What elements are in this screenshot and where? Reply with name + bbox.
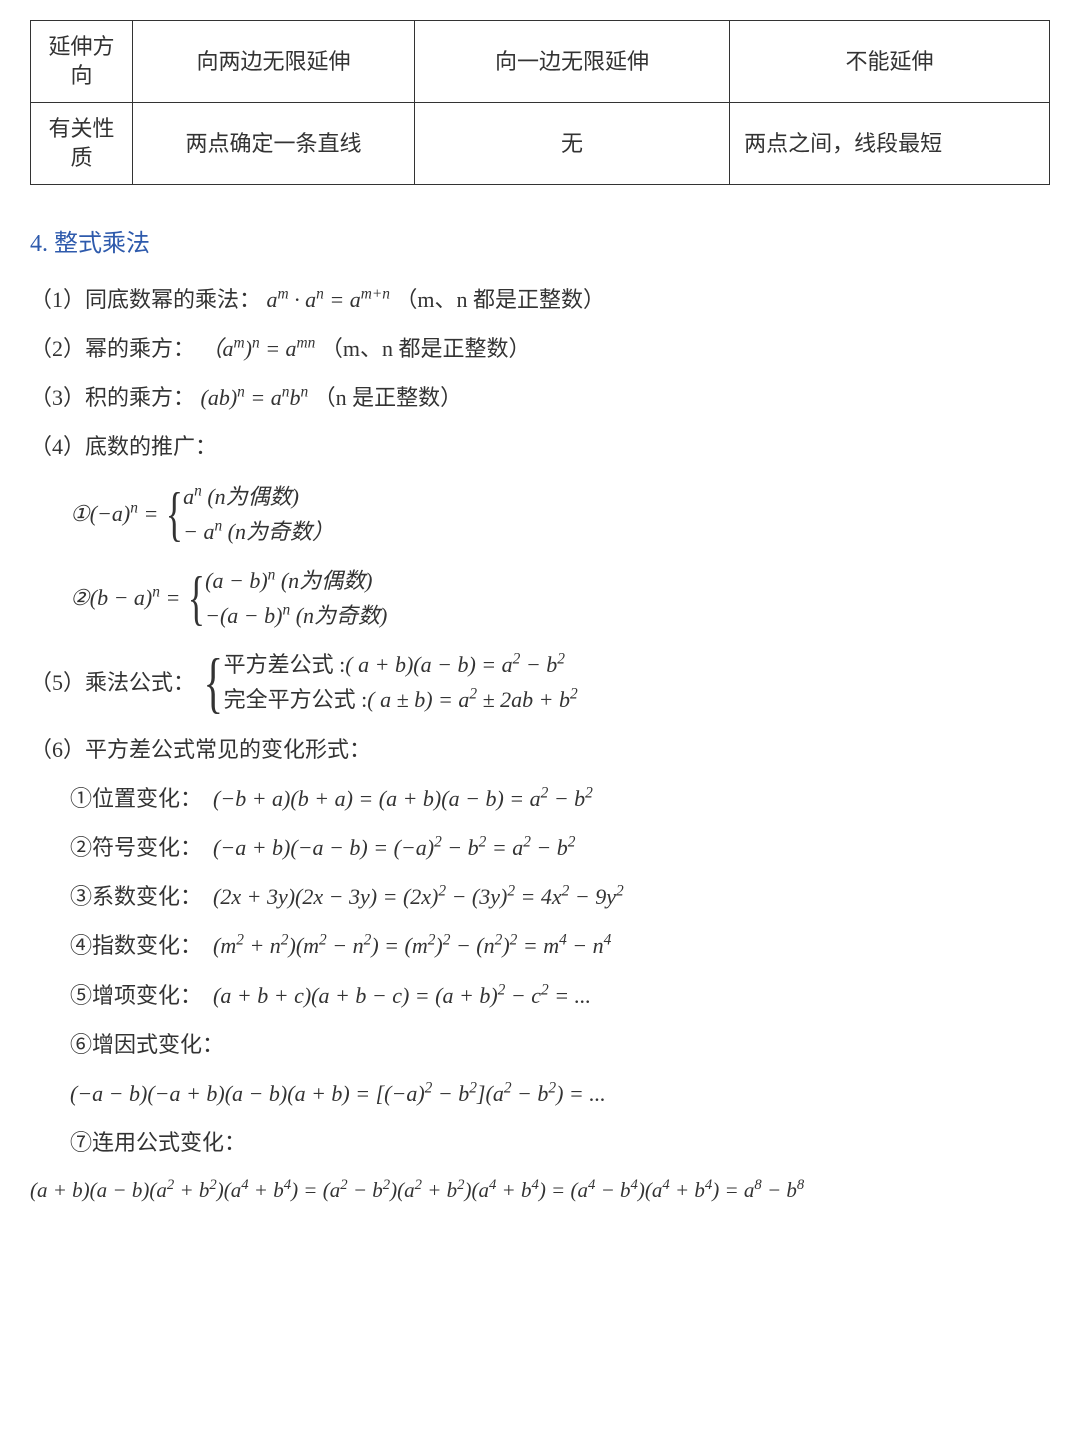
item-label: （2）幂的乘方： — [30, 336, 195, 361]
rule-item: （2）幂的乘方： （am)n = amn （m、n 都是正整数） — [30, 331, 1050, 366]
brace-icon: { — [188, 571, 205, 625]
brace-line: 完全平方公式 :( a ± b) = a2 ± 2ab + b2 — [224, 682, 578, 717]
brace-line: −(a − b)n (n为奇数) — [205, 598, 387, 633]
section-heading: 4. 整式乘法 — [30, 225, 1050, 263]
item-label: （6）平方差公式常见的变化形式： — [30, 737, 371, 762]
formula: (ab)n = anbn — [201, 385, 309, 410]
rule-item: （5）乘法公式： { 平方差公式 :( a + b)(a − b) = a2 −… — [30, 647, 1050, 717]
cell: 向一边无限延伸 — [414, 21, 729, 103]
brace-icon: { — [166, 487, 183, 541]
rule-item: （1）同底数幂的乘法： am · an = am+n （m、n 都是正整数） — [30, 282, 1050, 317]
item-note: （m、n 都是正整数） — [395, 287, 605, 312]
brace-icon: { — [204, 652, 224, 713]
row-label: 延伸方向 — [31, 21, 133, 103]
cell: 两点确定一条直线 — [133, 103, 415, 185]
item-label: （3）积的乘方： — [30, 385, 195, 410]
item-note: （m、n 都是正整数） — [321, 336, 531, 361]
row-label: 有关性质 — [31, 103, 133, 185]
rule-item: （3）积的乘方： (ab)n = anbn （n 是正整数） — [30, 380, 1050, 415]
properties-table: 延伸方向 向两边无限延伸 向一边无限延伸 不能延伸 有关性质 两点确定一条直线 … — [30, 20, 1050, 185]
item-label: （1）同底数幂的乘法： — [30, 287, 261, 312]
brace-line: 平方差公式 :( a + b)(a − b) = a2 − b2 — [224, 647, 578, 682]
rule-item: （4）底数的推广： — [30, 429, 1050, 464]
sub-rule: ①(−a)n = { an (n为偶数) − an (n为奇数） — [70, 479, 1050, 549]
cell: 向两边无限延伸 — [133, 21, 415, 103]
sub-rule: ②(b − a)n = { (a − b)n (n为偶数) −(a − b)n … — [70, 563, 1050, 633]
cell: 无 — [414, 103, 729, 185]
variation-formula: (a + b)(a − b)(a2 + b2)(a4 + b4) = (a2 −… — [30, 1174, 1050, 1208]
formula-left: ②(b − a)n = — [70, 580, 180, 615]
formula: am · an = am+n — [267, 287, 390, 312]
cell: 两点之间，线段最短 — [730, 103, 1050, 185]
rule-item: （6）平方差公式常见的变化形式： — [30, 732, 1050, 767]
item-note: （n 是正整数） — [314, 385, 463, 410]
table-row: 有关性质 两点确定一条直线 无 两点之间，线段最短 — [31, 103, 1050, 185]
variation-item: ①位置变化： (−b + a)(b + a) = (a + b)(a − b) … — [70, 781, 1050, 816]
cell: 不能延伸 — [730, 21, 1050, 103]
item-label: （5）乘法公式： — [30, 665, 195, 700]
variation-item: ⑤增项变化： (a + b + c)(a + b − c) = (a + b)2… — [70, 978, 1050, 1013]
brace-line: − an (n为奇数） — [183, 514, 334, 549]
item-label: （4）底数的推广： — [30, 434, 217, 459]
variation-item: ③系数变化： (2x + 3y)(2x − 3y) = (2x)2 − (3y)… — [70, 879, 1050, 914]
variation-formula: (−a − b)(−a + b)(a − b)(a + b) = [(−a)2 … — [70, 1076, 1050, 1111]
variation-item: ②符号变化： (−a + b)(−a − b) = (−a)2 − b2 = a… — [70, 830, 1050, 865]
brace-line: an (n为偶数) — [183, 479, 334, 514]
variation-item: ④指数变化： (m2 + n2)(m2 − n2) = (m2)2 − (n2)… — [70, 928, 1050, 963]
variation-label: ⑥增因式变化： — [70, 1027, 1050, 1062]
formula: （am)n = amn — [201, 336, 316, 361]
formula-left: ①(−a)n = — [70, 496, 158, 531]
brace-line: (a − b)n (n为偶数) — [205, 563, 387, 598]
variation-label: ⑦连用公式变化： — [70, 1125, 1050, 1160]
table-row: 延伸方向 向两边无限延伸 向一边无限延伸 不能延伸 — [31, 21, 1050, 103]
